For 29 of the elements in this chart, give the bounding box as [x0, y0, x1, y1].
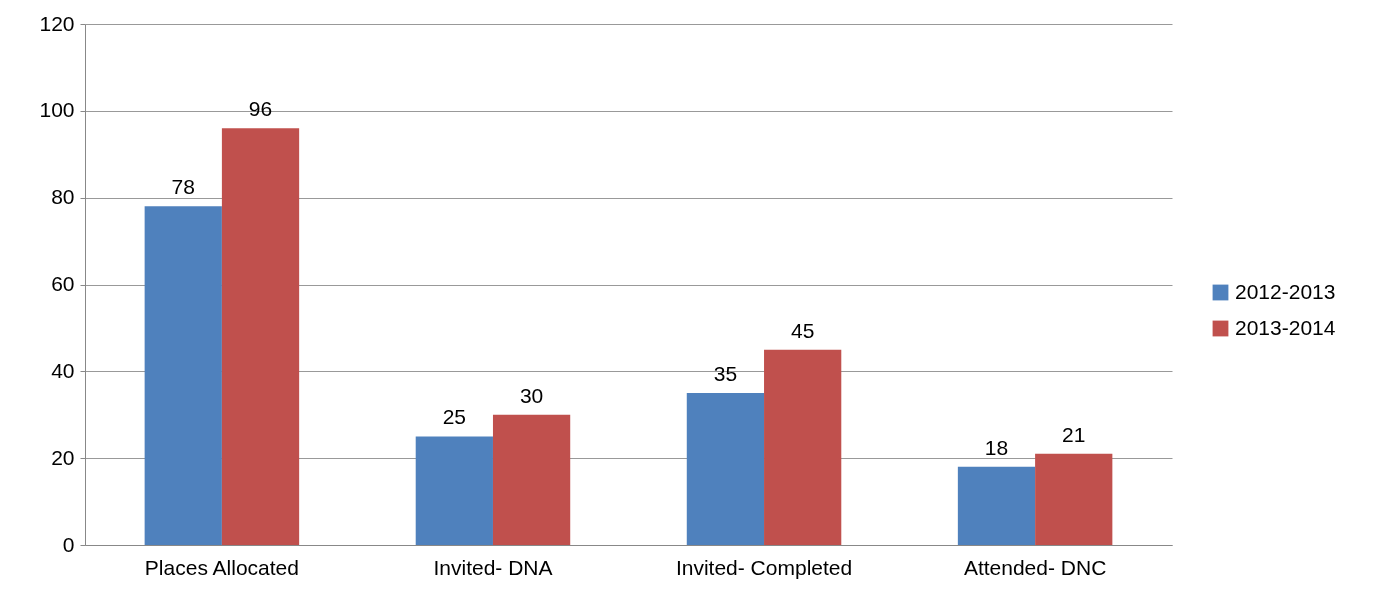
data-label: 35 [713, 362, 738, 386]
bar [221, 128, 300, 545]
y-tick-label: 20 [51, 445, 75, 469]
data-label: 78 [171, 175, 195, 199]
data-label: 30 [519, 383, 544, 407]
bar [957, 466, 1036, 545]
x-tick-label: Invited- Completed [675, 555, 853, 579]
y-tick-label: 60 [51, 272, 75, 295]
bar [764, 349, 842, 545]
data-label: 21 [1062, 422, 1086, 446]
bar [492, 414, 571, 545]
data-label: 96 [248, 97, 273, 121]
y-tick-label: 100 [39, 98, 75, 122]
bar [686, 393, 765, 545]
x-tick-label: Places Allocated [144, 555, 299, 579]
y-tick-label: 40 [51, 358, 75, 382]
y-tick-label: 120 [39, 11, 75, 35]
x-tick-label: Invited- DNA [433, 555, 553, 579]
data-label: 18 [984, 435, 1009, 459]
y-tick-label: 0 [62, 532, 75, 556]
legend-label: 2012-2013 [1235, 279, 1336, 303]
y-tick-label: 80 [51, 185, 75, 209]
x-tick-label: Attended- DNC [963, 555, 1107, 579]
data-label: 45 [790, 318, 815, 342]
data-label: 25 [442, 405, 467, 429]
legend-label: 2013-2014 [1235, 315, 1336, 339]
bar [415, 436, 493, 545]
bar [144, 206, 222, 545]
bar [1035, 453, 1113, 545]
